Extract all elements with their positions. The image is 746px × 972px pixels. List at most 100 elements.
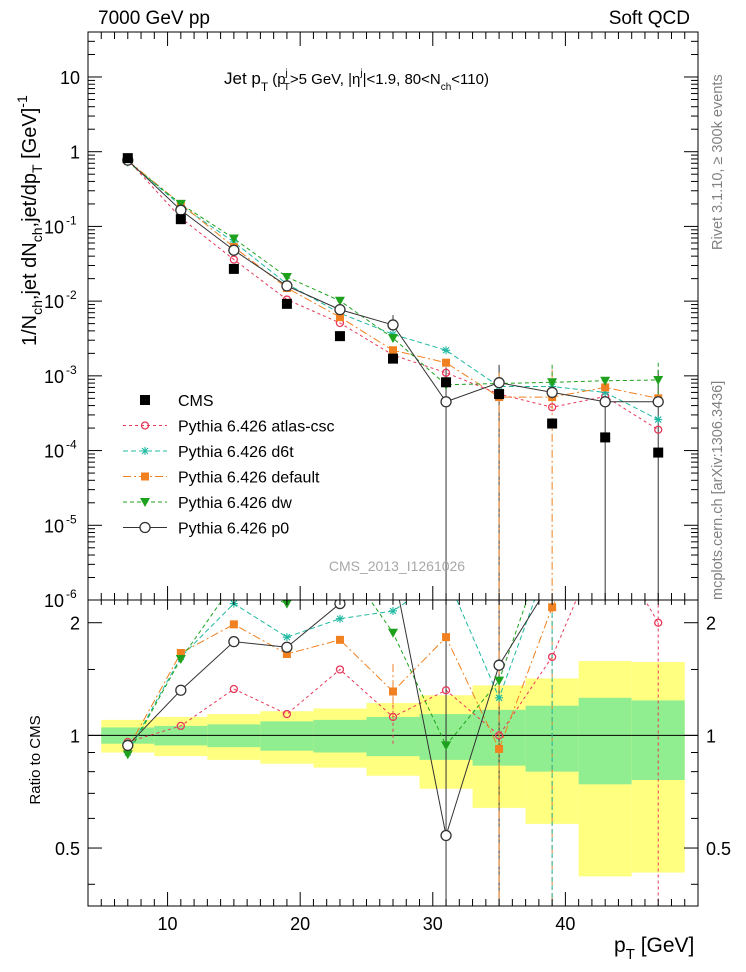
main-point-3-9 — [600, 376, 611, 386]
ratio-point-4-2 — [228, 636, 240, 648]
ratio-point-4-1 — [175, 684, 187, 696]
y-tick-exp--4: -4 — [66, 438, 77, 452]
ratio-point-0-4 — [335, 665, 345, 674]
main-point-4-3 — [281, 280, 293, 292]
main-point-4-8 — [546, 386, 558, 399]
main-point-3-5 — [388, 334, 398, 344]
ratio-point-2-8 — [548, 603, 557, 612]
ratio-point-4-7 — [493, 659, 505, 671]
main-line-4 — [127, 159, 659, 403]
ratio-point-0-5 — [388, 712, 398, 722]
legend-marker-3 — [141, 472, 149, 481]
main-point-1-9 — [601, 388, 610, 397]
ratio-line-4 — [127, 600, 541, 836]
x-tick-label-10: 10 — [158, 914, 178, 934]
y-tick-label--5: 10 — [44, 516, 64, 536]
legend-marker-2 — [141, 447, 149, 455]
ratio-point-4-0 — [122, 739, 134, 752]
cms-point-7 — [494, 389, 505, 400]
cms-point-0 — [122, 153, 133, 164]
ratio-point-0-10 — [654, 618, 663, 627]
main-point-4-10 — [652, 396, 664, 408]
x-axis-label: pT [GeV] — [614, 934, 694, 963]
ratio-point-0-1 — [176, 721, 185, 731]
band-inner-4 — [313, 719, 367, 753]
ratio-point-3-5 — [388, 628, 398, 638]
y-tick-label--1: 10 — [44, 217, 64, 237]
legend: CMS Pythia 6.426 atlas-csc Pythia 6.426 d6… — [123, 393, 335, 538]
main-point-3-10 — [653, 375, 664, 385]
ratio-point-2-6 — [442, 633, 451, 642]
legend-label-4: Pythia 6.426 dw — [178, 495, 292, 512]
ry-label-1: 1 — [70, 726, 80, 746]
cms-point-3 — [281, 298, 292, 309]
energy-label: 7000 GeV pp — [98, 8, 210, 29]
process-label: Soft QCD — [609, 8, 690, 29]
main-point-3-2 — [228, 234, 239, 244]
mcplots-label: mcplots.cern.ch [arXiv:1306.3436] — [710, 381, 726, 600]
main-point-4-6 — [440, 396, 452, 408]
ratio-point-3-7 — [494, 676, 505, 686]
ratio-point-0-3 — [282, 709, 292, 719]
x-tick-label-20: 20 — [290, 914, 310, 934]
y-tick-label--6: 10 — [44, 591, 64, 611]
cms-point-1 — [175, 214, 186, 225]
ratio-point-0-6 — [441, 686, 451, 695]
main-point-0-10 — [654, 425, 663, 434]
y-tick-label--3: 10 — [44, 367, 64, 387]
ratio-point-2-2 — [229, 620, 238, 629]
legend-label-1: Pythia 6.426 atlas-csc — [178, 419, 335, 436]
main-point-2-9 — [601, 383, 610, 392]
cms-point-10 — [653, 447, 664, 458]
band-inner-3 — [260, 721, 314, 751]
cms-point-2 — [228, 263, 239, 274]
main-line-0 — [127, 159, 659, 431]
ratio-point-0-2 — [229, 684, 239, 694]
main-y-axis-label: 1/Nch,jet dNch,jet/dpT [GeV]-1 — [14, 95, 45, 346]
main-point-4-9 — [599, 396, 611, 408]
legend-marker-1 — [140, 421, 150, 430]
ratio-point-0-7 — [494, 731, 504, 740]
ratio-point-1-5 — [389, 606, 397, 615]
ry-label-r-0.5: 0.5 — [706, 839, 731, 859]
cms-point-9 — [600, 432, 611, 443]
plot-title: Jet pT (pj T>5 GeV, |ηj|<1.9, 80<Nch<110) — [224, 68, 489, 94]
y-tick-label-0: 1 — [70, 143, 80, 163]
main-point-1-6 — [442, 346, 451, 355]
ratio-point-2-1 — [176, 648, 185, 657]
y-tick-label-1: 10 — [60, 68, 80, 88]
main-line-3 — [127, 161, 659, 386]
ratio-point-2-5 — [389, 687, 397, 696]
ratio-point-2-4 — [335, 635, 344, 644]
main-point-0-8 — [547, 403, 557, 412]
main-point-4-5 — [387, 319, 399, 331]
ratio-point-3-0 — [122, 750, 133, 760]
ratio-point-1-7 — [495, 693, 504, 702]
ratio-point-1-3 — [282, 633, 291, 642]
cms-point-5 — [388, 353, 398, 364]
ratio-point-3-1 — [175, 654, 186, 664]
legend-label-2: Pythia 6.426 d6t — [178, 444, 294, 461]
cms-point-4 — [334, 331, 345, 342]
legend-marker-4 — [140, 498, 150, 507]
main-point-1-10 — [654, 415, 663, 424]
main-point-2-4 — [335, 313, 344, 322]
main-point-3-1 — [175, 199, 186, 209]
legend-marker-5 — [139, 521, 151, 534]
ratio-point-1-4 — [335, 614, 344, 623]
ratio-point-0-8 — [547, 652, 557, 662]
legend-label-0: CMS — [178, 393, 214, 410]
y-tick-exp--6: -6 — [66, 587, 77, 601]
ry-label-0.5: 0.5 — [55, 839, 80, 859]
main-line-1 — [127, 161, 659, 421]
ratio-point-3-6 — [441, 741, 452, 751]
main-point-4-7 — [493, 377, 505, 389]
ratio-point-4-3 — [281, 641, 293, 653]
legend-label-3: Pythia 6.426 default — [178, 470, 320, 487]
y-tick-exp--5: -5 — [66, 512, 77, 526]
y-tick-exp--2: -2 — [66, 288, 77, 302]
cms-point-6 — [441, 377, 452, 388]
cms-point-8 — [547, 418, 558, 429]
